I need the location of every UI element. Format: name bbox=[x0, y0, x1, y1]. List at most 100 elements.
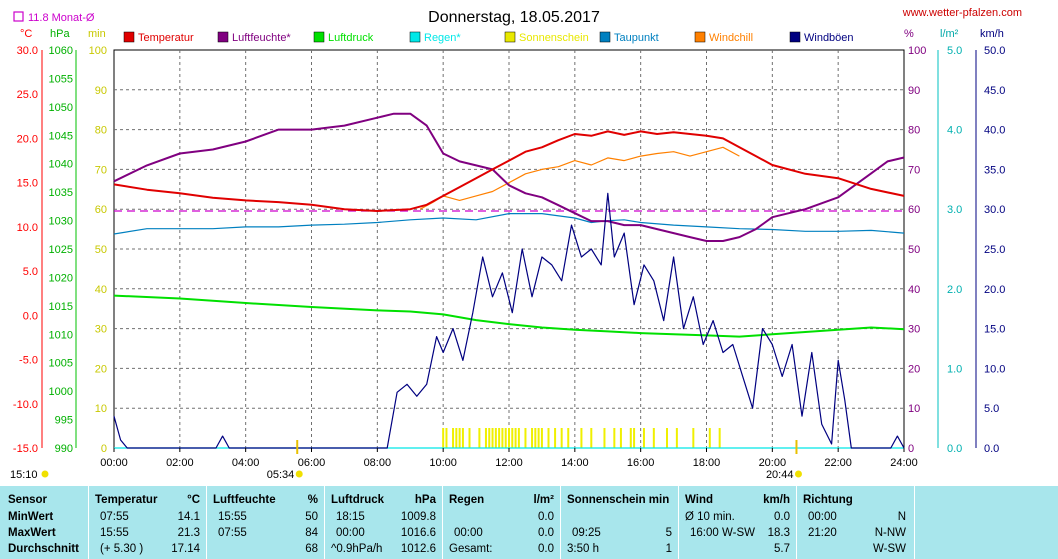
rain-tick-label: 2.0 bbox=[947, 284, 962, 296]
sunshine-bar bbox=[567, 428, 570, 448]
time-axis: 00:00 02:00 04:00 06:00 08:00 10:00 12:00 14:00… bbox=[10, 440, 918, 481]
humidity-tick-label: 100 bbox=[908, 45, 926, 57]
sunshine-bar bbox=[498, 428, 501, 448]
unit-celsius: °C bbox=[20, 28, 32, 40]
time-tick-label: 06:00 bbox=[298, 457, 326, 469]
wind-max-value: 18.3 bbox=[767, 527, 790, 539]
sunshine-tick-label: 40 bbox=[95, 284, 107, 296]
sunshine-bar bbox=[547, 428, 550, 448]
wind-tick-label: 40.0 bbox=[984, 125, 1005, 137]
hum-min-time: 15:55 bbox=[218, 511, 247, 523]
legend-item-label: Taupunkt bbox=[614, 32, 659, 44]
website-link[interactable]: www.wetter-pfalzen.com bbox=[902, 7, 1022, 19]
legend-item-label: Temperatur bbox=[138, 32, 194, 44]
dir-max-time: 21:20 bbox=[808, 527, 837, 539]
sunshine-bar bbox=[613, 428, 616, 448]
wind-avg-value: 5.7 bbox=[774, 543, 790, 555]
header-humidity: Luftfeuchte bbox=[213, 494, 276, 506]
hum-min-value: 50 bbox=[305, 511, 318, 523]
time-tick-label: 08:00 bbox=[364, 457, 392, 469]
legend: Temperatur Luftfeuchte* Luftdruck Regen* Son… bbox=[123, 31, 854, 44]
legend-swatch bbox=[313, 31, 325, 43]
temperature-tick-label: 5.0 bbox=[23, 266, 38, 278]
sunshine-bar bbox=[633, 428, 636, 448]
wind-tick-label: 5.0 bbox=[984, 403, 999, 415]
grid bbox=[113, 49, 905, 449]
press-min-value: 1009.8 bbox=[400, 511, 436, 523]
sunshine-bar bbox=[629, 428, 632, 448]
row-label-min: MinWert bbox=[8, 511, 54, 523]
chart-title: Donnerstag, 18.05.2017 bbox=[428, 9, 600, 26]
temp-avg-value: 17.14 bbox=[171, 543, 200, 555]
sunshine-bar bbox=[652, 428, 655, 448]
dir-min-value: N bbox=[897, 511, 906, 523]
humidity-tick-label: 10 bbox=[908, 403, 920, 415]
sunshine-tick-label: 60 bbox=[95, 204, 107, 216]
unit-min: min bbox=[88, 28, 106, 40]
wind-tick-label: 50.0 bbox=[984, 45, 1005, 57]
header-rain-unit: l/m² bbox=[533, 494, 554, 506]
sunshine-bar bbox=[494, 428, 497, 448]
monthly-avg-swatch bbox=[13, 11, 24, 22]
rain-min-value: 0.0 bbox=[538, 511, 554, 523]
pressure-tick-label: 1045 bbox=[49, 130, 73, 142]
legend-swatch bbox=[123, 31, 135, 43]
header-direction: Richtung bbox=[803, 494, 853, 506]
monthly-avg-label: 11.8 Monat-Ø bbox=[28, 12, 95, 24]
header-wind: Wind bbox=[685, 494, 713, 506]
axes: 30.0 25.0 20.0 15.0 10.0 5.0 0.0 -5.0 -10.0 -15.0… bbox=[13, 45, 1006, 455]
sunshine-bar bbox=[537, 428, 540, 448]
pressure-tick-label: 1035 bbox=[49, 187, 73, 199]
sunshine-bar bbox=[718, 428, 721, 448]
sunshine-bar bbox=[540, 428, 543, 448]
temperature-tick-label: -15.0 bbox=[13, 443, 38, 455]
temperature-tick-label: 20.0 bbox=[17, 133, 38, 145]
sunshine-bar bbox=[675, 428, 678, 448]
sunshine-bar bbox=[590, 428, 593, 448]
pressure-tick-label: 1000 bbox=[49, 386, 73, 398]
current-time-sun-icon bbox=[41, 470, 49, 478]
humidity-tick-label: 20 bbox=[908, 363, 920, 375]
wind-tick-label: 30.0 bbox=[984, 204, 1005, 216]
sunshine-bar bbox=[445, 428, 448, 448]
humidity-tick-label: 50 bbox=[908, 244, 920, 256]
press-max-value: 1016.6 bbox=[400, 527, 436, 539]
header-pressure-unit: hPa bbox=[414, 494, 436, 506]
wind-tick-label: 10.0 bbox=[984, 363, 1005, 375]
row-label-max: MaxWert bbox=[8, 527, 56, 539]
rain-tick-label: 5.0 bbox=[947, 45, 962, 57]
humidity-tick-label: 60 bbox=[908, 204, 920, 216]
time-tick-label: 24:00 bbox=[890, 457, 918, 469]
rain-tick-label: 1.0 bbox=[947, 363, 962, 375]
series-line-windchill bbox=[419, 146, 740, 210]
pressure-tick-label: 1025 bbox=[49, 244, 73, 256]
hum-avg-value: 68 bbox=[305, 543, 318, 555]
header-rain: Regen bbox=[449, 494, 485, 506]
unit-kmh: km/h bbox=[980, 28, 1004, 40]
time-tick-label: 14:00 bbox=[561, 457, 589, 469]
unit-lm2: l/m² bbox=[940, 28, 959, 40]
sunshine-tick-label: 30 bbox=[95, 324, 107, 336]
sun-total-duration: 3:50 h bbox=[567, 543, 599, 555]
sunrise-time: 05:34 bbox=[267, 469, 295, 481]
sunshine-tick-label: 0 bbox=[101, 443, 107, 455]
sunshine-bar bbox=[504, 428, 507, 448]
pressure-tick-label: 1015 bbox=[49, 301, 73, 313]
rain-tick-label: 3.0 bbox=[947, 204, 962, 216]
legend-swatch bbox=[409, 31, 421, 43]
sunshine-bar bbox=[603, 428, 606, 448]
legend-swatch bbox=[789, 31, 801, 43]
sunshine-bar bbox=[619, 428, 622, 448]
sunshine-tick-label: 50 bbox=[95, 244, 107, 256]
wind-tick-label: 0.0 bbox=[984, 443, 999, 455]
wind-min-value: 0.0 bbox=[774, 511, 790, 523]
hum-max-value: 84 bbox=[305, 527, 318, 539]
pressure-tick-label: 1030 bbox=[49, 216, 73, 228]
legend-item-label: Sonnenschein bbox=[519, 32, 589, 44]
sunshine-tick-label: 90 bbox=[95, 85, 107, 97]
sunshine-bar bbox=[511, 428, 514, 448]
header-temperature: Temperatur bbox=[95, 494, 158, 506]
statistics-table: Sensor MinWert MaxWert Durchschnitt Temp… bbox=[0, 486, 1058, 559]
rain-total-value: 0.0 bbox=[538, 543, 554, 555]
press-avg-value: 1012.6 bbox=[400, 543, 436, 555]
